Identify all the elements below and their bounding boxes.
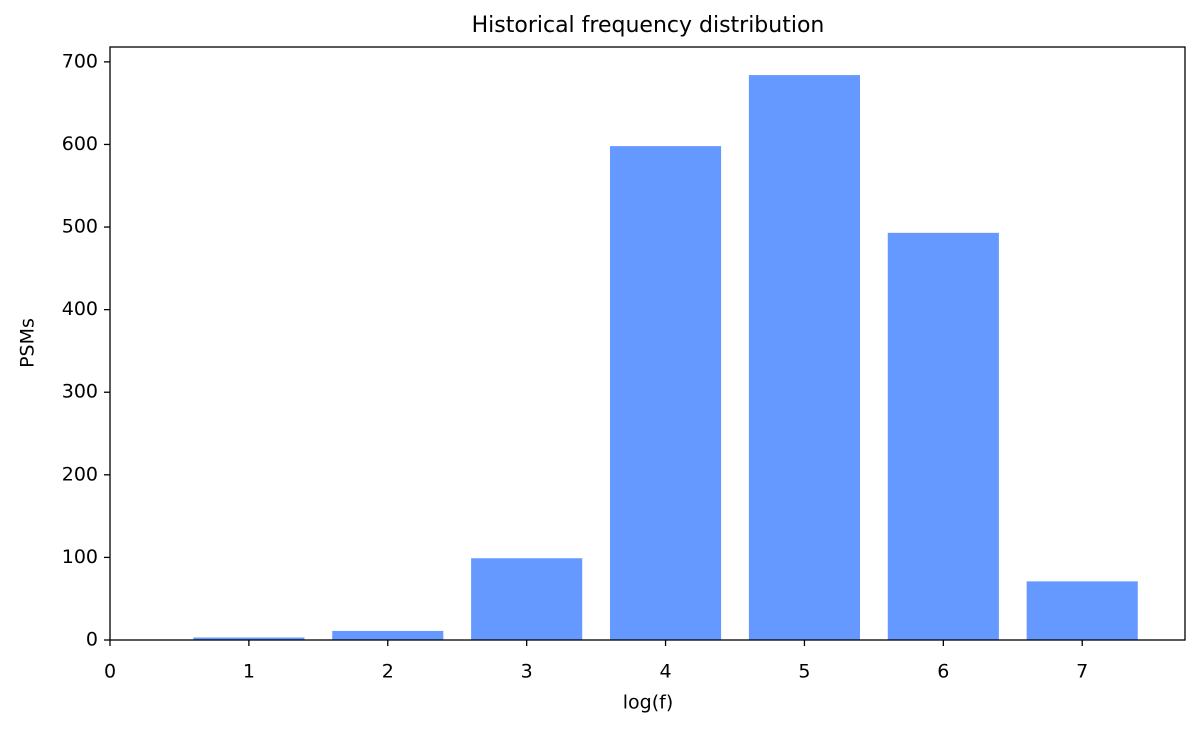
y-tick-label: 400 xyxy=(62,298,98,320)
x-tick-label: 3 xyxy=(521,661,533,683)
bar xyxy=(1026,581,1138,640)
x-tick-label: 4 xyxy=(660,661,672,683)
x-tick-label: 0 xyxy=(104,661,116,683)
y-tick-label: 0 xyxy=(86,629,98,651)
y-tick-label: 500 xyxy=(62,216,98,238)
x-tick-label: 1 xyxy=(243,661,255,683)
y-tick-label: 600 xyxy=(62,133,98,155)
x-tick-label: 5 xyxy=(798,661,810,683)
y-axis-label: PSMs xyxy=(17,318,39,368)
y-tick-label: 100 xyxy=(62,546,98,568)
bar xyxy=(193,637,305,640)
bar xyxy=(471,558,583,640)
bar xyxy=(887,232,999,641)
x-tick-label: 7 xyxy=(1076,661,1088,683)
y-tick-label: 300 xyxy=(62,381,98,403)
y-tick-label: 700 xyxy=(62,50,98,72)
x-axis-label: log(f) xyxy=(623,692,673,714)
bar xyxy=(748,75,860,640)
plot-frame xyxy=(109,46,1186,641)
bar xyxy=(332,630,444,640)
bar xyxy=(610,146,722,640)
chart-title: Historical frequency distribution xyxy=(472,13,825,38)
x-tick-label: 6 xyxy=(937,661,949,683)
x-tick-label: 2 xyxy=(382,661,394,683)
y-tick-label: 200 xyxy=(62,463,98,485)
